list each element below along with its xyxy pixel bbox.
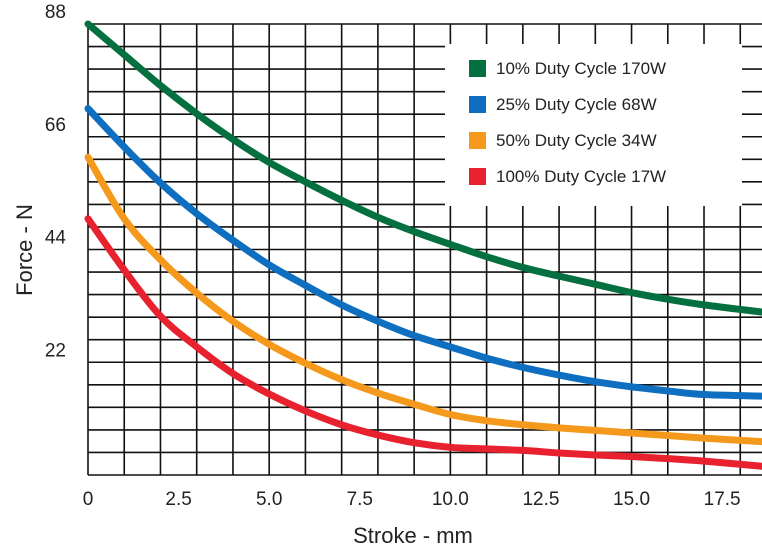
y-tick-label: 66 (45, 115, 66, 136)
series-line-3 (84, 153, 762, 446)
y-tick-label: 44 (45, 228, 67, 249)
x-tick-label: 15.0 (613, 489, 650, 510)
legend-swatch-4 (469, 168, 486, 185)
legend-swatch-3 (469, 132, 486, 149)
y-tick-label: 22 (45, 340, 66, 361)
series-line-1 (84, 20, 762, 316)
x-tick-label: 7.5 (347, 489, 373, 510)
legend-swatch-1 (469, 60, 486, 77)
series-line-4 (84, 215, 762, 470)
x-tick-label: 17.5 (704, 489, 741, 510)
legend-label-3: 50% Duty Cycle 34W (496, 131, 657, 150)
legend-swatch-2 (469, 96, 486, 113)
x-tick-label: 5.0 (256, 489, 282, 510)
y-axis-title: Force - N (12, 204, 37, 296)
legend: 10% Duty Cycle 170W 25% Duty Cycle 68W 50%… (445, 44, 742, 206)
x-tick-label: 0 (83, 489, 94, 510)
series-line-2 (84, 105, 762, 400)
legend-label-1: 10% Duty Cycle 170W (496, 59, 666, 78)
legend-label-2: 25% Duty Cycle 68W (496, 95, 657, 114)
legend-label-4: 100% Duty Cycle 17W (496, 167, 666, 186)
x-tick-label: 12.5 (522, 489, 559, 510)
y-tick-labels: 22 44 66 88 (45, 2, 67, 361)
x-axis-title: Stroke - mm (353, 523, 473, 548)
x-tick-label: 2.5 (165, 489, 191, 510)
y-tick-label: 88 (45, 2, 66, 23)
series-lines (84, 20, 762, 470)
x-tick-label: 10.0 (432, 489, 469, 510)
legend-box (445, 44, 742, 206)
x-tick-labels: 0 2.5 5.0 7.5 10.0 12.5 15.0 17.5 (83, 489, 741, 510)
